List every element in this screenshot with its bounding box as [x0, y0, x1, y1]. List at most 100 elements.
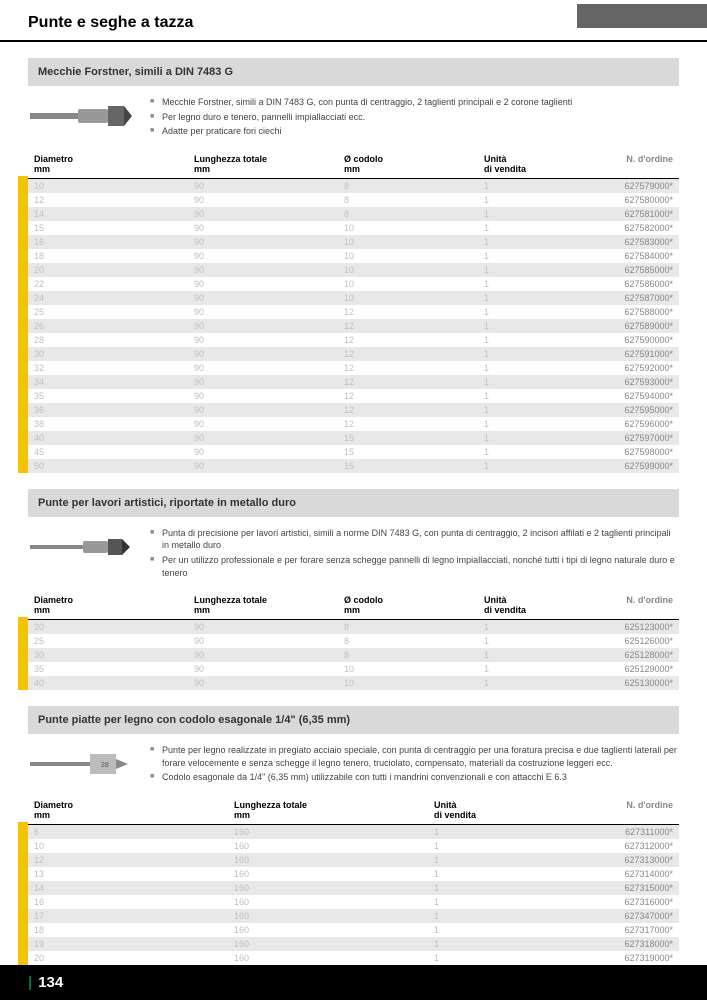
yellow-bar — [18, 617, 28, 690]
cell: 1 — [428, 883, 593, 893]
cell: 627588000* — [593, 307, 679, 317]
cell: 16 — [28, 897, 228, 907]
bullet-item: Punte per legno realizzate in pregiato a… — [150, 744, 679, 769]
cell: 90 — [188, 405, 338, 415]
table-row: 209081625123000* — [28, 620, 679, 634]
table-body: 109081627579000*129081627580000*14908162… — [28, 179, 679, 473]
table-row: 1590101627582000* — [28, 221, 679, 235]
cell: 160 — [228, 911, 428, 921]
yellow-bar — [18, 822, 28, 965]
cell: 20 — [28, 265, 188, 275]
cell: 1 — [478, 181, 593, 191]
cell: 627313000* — [593, 855, 679, 865]
cell: 90 — [188, 650, 338, 660]
cell: 1 — [428, 855, 593, 865]
cell: 90 — [188, 251, 338, 261]
cell: 1 — [428, 953, 593, 963]
bullet-list: Punte per legno realizzate in pregiato a… — [150, 744, 679, 786]
cell: 627583000* — [593, 237, 679, 247]
cell: 40 — [28, 433, 188, 443]
cell: 12 — [28, 855, 228, 865]
table-row: 4090101625130000* — [28, 676, 679, 690]
cell: 1 — [478, 223, 593, 233]
cell: 8 — [338, 636, 478, 646]
cell: 15 — [338, 447, 478, 457]
cell: 1 — [478, 335, 593, 345]
table-header: DiametrommLunghezza totalemmØ codolommUn… — [28, 150, 679, 179]
bullet-item: Codolo esagonale da 1/4" (6,35 mm) utili… — [150, 771, 679, 784]
cell: 90 — [188, 237, 338, 247]
cell: 1 — [478, 363, 593, 373]
cell: 12 — [338, 321, 478, 331]
table-row: 259081625126000* — [28, 634, 679, 648]
cell: 627598000* — [593, 447, 679, 457]
cell: 10 — [338, 678, 478, 688]
cell: 625130000* — [593, 678, 679, 688]
cell: 627590000* — [593, 335, 679, 345]
cell: 90 — [188, 419, 338, 429]
cell: 1 — [478, 664, 593, 674]
cell: 90 — [188, 636, 338, 646]
cell: 627599000* — [593, 461, 679, 471]
cell: 25 — [28, 636, 188, 646]
cell: 14 — [28, 209, 188, 219]
cell: 8 — [338, 622, 478, 632]
col-u: Unitàdi vendita — [478, 595, 593, 615]
table-row: 149081627581000* — [28, 207, 679, 221]
cell: 15 — [28, 223, 188, 233]
cell: 1 — [478, 279, 593, 289]
cell: 160 — [228, 939, 428, 949]
forstner-icon — [28, 96, 138, 136]
table-row: 2690121627589000* — [28, 319, 679, 333]
cell: 90 — [188, 223, 338, 233]
col-d: Diametromm — [28, 800, 228, 820]
cell: 625126000* — [593, 636, 679, 646]
cell: 8 — [338, 181, 478, 191]
table-row: 141601627315000* — [28, 881, 679, 895]
cell: 30 — [28, 349, 188, 359]
cell: 10 — [338, 223, 478, 233]
svg-text:28: 28 — [101, 762, 109, 769]
bullet-item: Mecchie Forstner, simili a DIN 7483 G, c… — [150, 96, 679, 109]
table-body: 61601627311000*101601627312000*121601627… — [28, 825, 679, 965]
cell: 1 — [428, 925, 593, 935]
cell: 90 — [188, 181, 338, 191]
table-row: 2090101627585000* — [28, 263, 679, 277]
cell: 16 — [28, 237, 188, 247]
col-d: Diametromm — [28, 154, 188, 174]
cell: 627589000* — [593, 321, 679, 331]
cell: 40 — [28, 678, 188, 688]
cell: 160 — [228, 897, 428, 907]
cell: 627592000* — [593, 363, 679, 373]
cell: 1 — [478, 419, 593, 429]
cell: 32 — [28, 363, 188, 373]
col-o: N. d'ordine — [593, 800, 679, 820]
table-row: 5090151627599000* — [28, 459, 679, 473]
cell: 1 — [428, 827, 593, 837]
table-row: 3490121627593000* — [28, 375, 679, 389]
table-row: 3290121627592000* — [28, 361, 679, 375]
cell: 1 — [478, 650, 593, 660]
page: Punte e seghe a tazza Mecchie Forstner, … — [0, 0, 707, 965]
col-o: N. d'ordine — [593, 154, 679, 174]
spec-table: DiametrommLunghezza totalemmUnitàdi vend… — [28, 796, 679, 965]
table-row: 181601627317000* — [28, 923, 679, 937]
cell: 45 — [28, 447, 188, 457]
col-u: Unitàdi vendita — [478, 154, 593, 174]
page-footer: | 134 — [0, 965, 707, 1000]
cell: 17 — [28, 911, 228, 921]
cell: 10 — [338, 237, 478, 247]
section-header: Mecchie Forstner, simili a DIN 7483 G — [28, 58, 679, 86]
col-l: Lunghezza totalemm — [228, 800, 428, 820]
cell: 50 — [28, 461, 188, 471]
cell: 160 — [228, 925, 428, 935]
cell: 1 — [478, 321, 593, 331]
cell: 627581000* — [593, 209, 679, 219]
cell: 627347000* — [593, 911, 679, 921]
cell: 1 — [478, 377, 593, 387]
table-row: 161601627316000* — [28, 895, 679, 909]
cell: 13 — [28, 869, 228, 879]
cell: 90 — [188, 293, 338, 303]
cell: 20 — [28, 953, 228, 963]
cell: 627580000* — [593, 195, 679, 205]
